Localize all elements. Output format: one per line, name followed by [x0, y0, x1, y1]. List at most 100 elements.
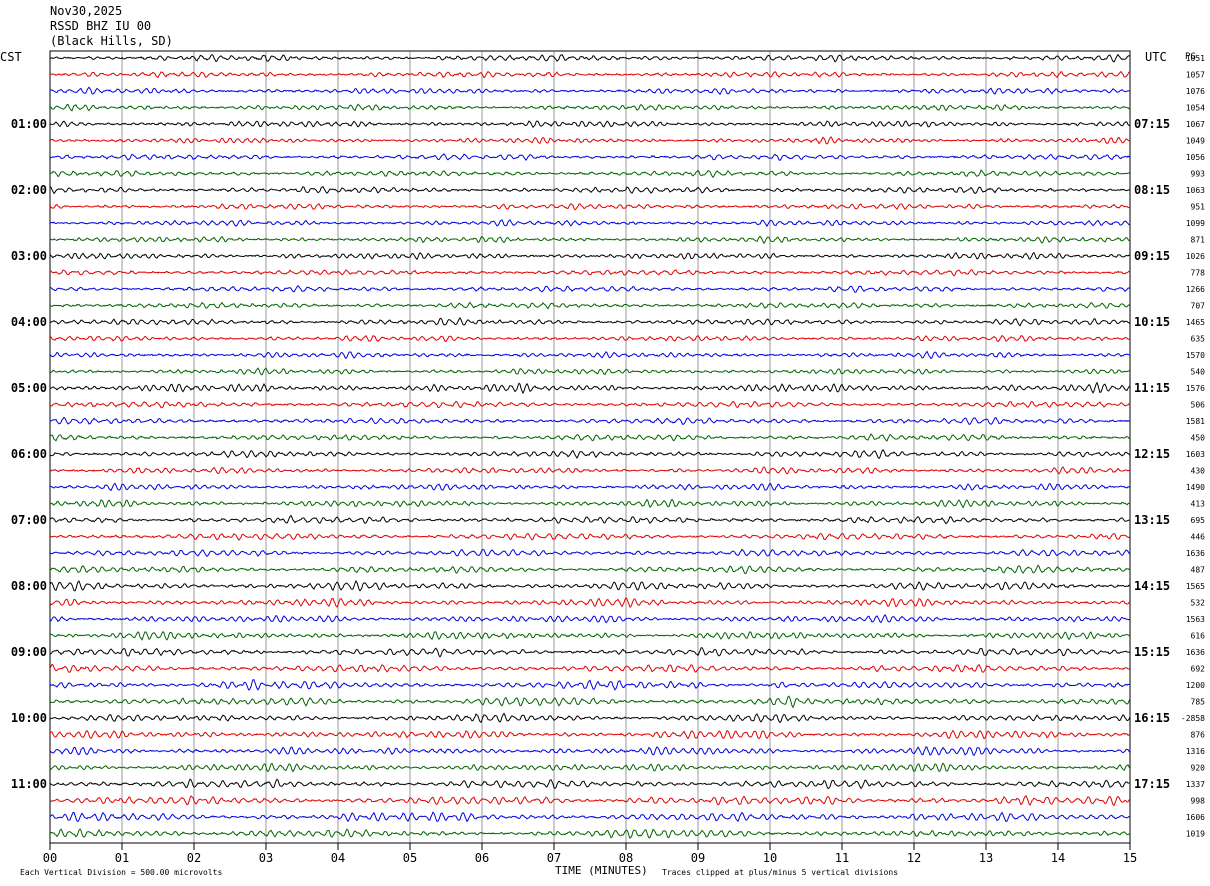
time-gridlines	[121, 51, 1059, 843]
row-offset-label: 1063	[1186, 186, 1205, 195]
row-offset-label: 692	[1191, 665, 1206, 674]
row-offset-label: 1490	[1186, 483, 1205, 492]
left-hour-label: 04:00	[11, 315, 47, 329]
trace-row-24	[49, 449, 1131, 460]
x-tick-label-00: 00	[43, 851, 57, 865]
trace-row-29	[49, 532, 1131, 541]
row-offset-label: 1570	[1186, 351, 1205, 360]
row-offset-label: -2858	[1181, 714, 1205, 723]
row-offset-label: 413	[1191, 500, 1206, 509]
right-hour-label: 07:15	[1134, 117, 1170, 131]
trace-row-8	[49, 185, 1131, 195]
x-tick-label-12: 12	[907, 851, 921, 865]
trace-row-46	[49, 811, 1131, 823]
left-hour-label: 01:00	[11, 117, 47, 131]
x-tick-label-08: 08	[619, 851, 633, 865]
left-hour-label: 05:00	[11, 381, 47, 395]
right-hour-labels: 07:15 08:15 09:15 10:15 11:15 12:15 13:15 14:15…	[1134, 117, 1170, 791]
header-date: Nov30,2025	[50, 4, 122, 18]
trace-row-45	[49, 795, 1131, 807]
row-offset-label: 446	[1191, 533, 1206, 542]
trace-row-5	[49, 136, 1131, 145]
trace-row-40	[49, 712, 1131, 724]
right-hour-label: 15:15	[1134, 645, 1170, 659]
row-offset-label: 778	[1191, 269, 1206, 278]
row-offset-label: 1200	[1186, 681, 1205, 690]
trace-row-26	[49, 482, 1131, 492]
trace-row-36	[49, 646, 1131, 658]
header-location: (Black Hills, SD)	[50, 34, 173, 48]
x-tick-label-09: 09	[691, 851, 705, 865]
right-hour-label: 10:15	[1134, 315, 1170, 329]
trace-row-13	[49, 269, 1131, 277]
trace-row-2	[49, 86, 1131, 96]
x-tick-label-13: 13	[979, 851, 993, 865]
trace-row-17	[49, 334, 1131, 343]
trace-row-41	[49, 729, 1131, 740]
plot-frame	[49, 50, 1131, 844]
x-tick-label-03: 03	[259, 851, 273, 865]
row-offset-label: 1636	[1186, 549, 1205, 558]
row-offset-label: 635	[1191, 335, 1206, 344]
x-axis-label: TIME (MINUTES)	[555, 864, 648, 877]
row-offset-label: 920	[1191, 764, 1206, 773]
trace-row-44	[49, 778, 1131, 790]
trace-row-43	[49, 762, 1131, 773]
row-offset-label: 993	[1191, 170, 1206, 179]
row-offset-label: 1056	[1186, 153, 1205, 162]
row-offset-label: 450	[1191, 434, 1206, 443]
row-offset-label: 951	[1191, 203, 1206, 212]
trace-row-16	[49, 316, 1131, 327]
trace-row-47	[49, 828, 1131, 839]
row-offset-label: 1337	[1186, 780, 1205, 789]
trace-row-32	[49, 580, 1131, 592]
right-hour-label: 12:15	[1134, 447, 1170, 461]
left-hour-label: 06:00	[11, 447, 47, 461]
row-offset-label: 616	[1191, 632, 1206, 641]
trace-row-31	[49, 564, 1131, 575]
row-offset-label: 1316	[1186, 747, 1205, 756]
x-axis-ticks: 00 01 02 03 04 05 06 07 08 09 10 11 12 13 14 15	[43, 843, 1137, 865]
trace-row-9	[49, 202, 1131, 211]
row-offset-label: 1603	[1186, 450, 1205, 459]
left-hour-label: 02:00	[11, 183, 47, 197]
x-tick-label-15: 15	[1123, 851, 1137, 865]
row-offset-label: 1067	[1186, 120, 1205, 129]
trace-row-10	[49, 219, 1131, 228]
row-offset-label: 1636	[1186, 648, 1205, 657]
row-offset-label: 487	[1191, 566, 1206, 575]
left-hour-label: 10:00	[11, 711, 47, 725]
x-tick-label-05: 05	[403, 851, 417, 865]
row-offset-label: 506	[1191, 401, 1206, 410]
x-tick-label-02: 02	[187, 851, 201, 865]
left-hour-label: 07:00	[11, 513, 47, 527]
trace-row-34	[49, 614, 1131, 624]
trace-row-3	[49, 103, 1131, 112]
row-offset-label: 1049	[1186, 137, 1205, 146]
row-offset-label: 532	[1191, 599, 1206, 608]
x-tick-label-11: 11	[835, 851, 849, 865]
x-tick-label-10: 10	[763, 851, 777, 865]
x-tick-label-07: 07	[547, 851, 561, 865]
left-hour-label: 11:00	[11, 777, 47, 791]
trace-row-25	[49, 466, 1131, 475]
clip-note: Traces clipped at plus/minus 5 vertical …	[662, 868, 898, 877]
trace-row-33	[49, 596, 1131, 609]
trace-row-1	[49, 70, 1131, 79]
trace-row-37	[49, 663, 1131, 673]
trace-row-22	[49, 416, 1131, 426]
trace-row-39	[49, 695, 1131, 709]
right-hour-label: 13:15	[1134, 513, 1170, 527]
row-offset-label: 1057	[1186, 71, 1205, 80]
row-offset-label: 871	[1191, 236, 1206, 245]
row-offset-label: 785	[1191, 698, 1206, 707]
right-hour-label: 16:15	[1134, 711, 1170, 725]
row-offset-label: 695	[1191, 516, 1206, 525]
trace-row-42	[49, 746, 1131, 757]
row-offset-label: 998	[1191, 797, 1206, 806]
trace-row-23	[49, 433, 1131, 442]
row-offset-label: 876	[1191, 731, 1206, 740]
trace-row-14	[49, 285, 1131, 293]
row-offset-labels: 1051 1057 1076 1054 1067 1049 1056 993 1063 951 10…	[1181, 54, 1205, 839]
